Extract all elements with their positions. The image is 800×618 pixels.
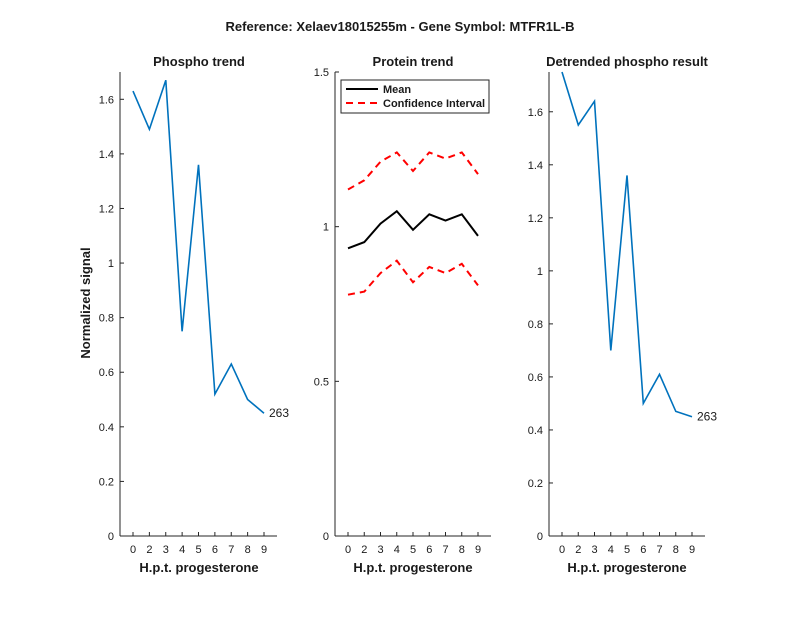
phospho-trend-x-tick-label: 3 — [163, 544, 169, 556]
protein-trend-x-tick-label: 9 — [475, 544, 481, 556]
protein-trend-x-tick-label: 6 — [426, 544, 432, 556]
phospho-trend-x-tick-label: 7 — [228, 544, 234, 556]
phospho-trend-panel: Phospho trend Normalized signal H.p.t. p… — [78, 54, 289, 575]
phospho-trend-y-tick-label: 1.6 — [99, 94, 114, 106]
detrended-phospho-x-tick-label: 2 — [575, 544, 581, 556]
detrended-phospho-x-tick-label: 4 — [608, 544, 614, 556]
phospho-trend-y-tick-label: 0.4 — [99, 422, 114, 434]
phospho-trend-y-tick-label: 0.8 — [99, 313, 114, 325]
protein-trend-legend: Mean Confidence Interval — [340, 79, 490, 114]
protein-trend-y-tick-label: 0 — [323, 531, 329, 543]
phospho-trend-annotation: 263 — [269, 406, 289, 420]
protein-trend-plot-area — [347, 151, 479, 296]
protein-trend-x-tick-label: 3 — [377, 544, 383, 556]
phospho-trend-y-tick-label: 1 — [108, 258, 114, 270]
detrended-phospho-x-tick-label: 3 — [591, 544, 597, 556]
protein-trend-xlabel: H.p.t. progesterone — [353, 560, 472, 575]
detrended-phospho-y-tick-label: 0.4 — [528, 425, 543, 437]
detrended-phospho-y-tick-label: 1.4 — [528, 160, 543, 172]
phospho-trend-plot-area — [132, 79, 265, 414]
phospho-trend-axes: 00.20.40.60.811.21.41.60 2 3 4 5 6 7 8 9 — [99, 72, 277, 556]
detrended-phospho-plot-area — [561, 71, 693, 418]
protein-trend-x-tick-label: 5 — [410, 544, 416, 556]
phospho-trend-y-tick-label: 0 — [108, 531, 114, 543]
phospho-trend-x-tick-label: 0 — [130, 544, 136, 556]
phospho-trend-x-tick-label: 2 — [146, 544, 152, 556]
phospho-trend-x-tick-label: 6 — [212, 544, 218, 556]
detrended-phospho-x-tick-label: 8 — [673, 544, 679, 556]
protein-trend-series-line-0 — [347, 209, 479, 250]
phospho-trend-title: Phospho trend — [153, 54, 245, 69]
detrended-phospho-x-tick-label: 0 — [559, 544, 565, 556]
phospho-trend-y-tick-label: 0.6 — [99, 367, 114, 379]
protein-trend-x-tick-label: 4 — [394, 544, 400, 556]
detrended-phospho-y-tick-label: 1.6 — [528, 107, 543, 119]
detrended-phospho-y-tick-label: 0 — [537, 531, 543, 543]
phospho-trend-x-tick-label: 5 — [195, 544, 201, 556]
detrended-phospho-x-tick-label: 9 — [689, 544, 695, 556]
detrended-phospho-annotation: 263 — [697, 410, 717, 424]
legend-label-ci: Confidence Interval — [383, 98, 485, 110]
phospho-trend-xlabel: H.p.t. progesterone — [139, 560, 258, 575]
detrended-phospho-x-tick-label: 6 — [640, 544, 646, 556]
phospho-trend-y-tick-label: 1.2 — [99, 203, 114, 215]
detrended-phospho-series-line-0 — [561, 71, 693, 418]
phospho-trend-x-tick-label: 4 — [179, 544, 185, 556]
detrended-phospho-y-tick-label: 0.2 — [528, 478, 543, 490]
protein-trend-x-tick-label: 7 — [442, 544, 448, 556]
protein-trend-x-tick-label: 2 — [361, 544, 367, 556]
protein-trend-series-line-2 — [347, 259, 479, 296]
detrended-phospho-xlabel: H.p.t. progesterone — [567, 560, 686, 575]
protein-trend-y-tick-label: 1 — [323, 222, 329, 234]
protein-trend-series-line-1 — [347, 151, 479, 191]
detrended-phospho-title: Detrended phospho result — [546, 54, 708, 69]
protein-trend-axes: 00.511.50 2 3 4 5 6 7 8 9 — [314, 67, 491, 556]
protein-trend-title: Protein trend — [373, 54, 454, 69]
detrended-phospho-axes: 00.20.40.60.811.21.41.60 2 3 4 5 6 7 8 9 — [528, 72, 705, 556]
phospho-trend-x-tick-label: 9 — [261, 544, 267, 556]
detrended-phospho-panel: Detrended phospho result H.p.t. progeste… — [528, 54, 718, 575]
detrended-phospho-y-tick-label: 0.6 — [528, 372, 543, 384]
protein-trend-y-tick-label: 0.5 — [314, 376, 329, 388]
legend-box — [340, 79, 490, 114]
phospho-trend-x-tick-label: 8 — [245, 544, 251, 556]
legend-label-mean: Mean — [383, 84, 411, 96]
detrended-phospho-x-tick-label: 5 — [624, 544, 630, 556]
detrended-phospho-y-tick-label: 1.2 — [528, 213, 543, 225]
phospho-trend-series-line-0 — [132, 79, 265, 414]
protein-trend-x-tick-label: 0 — [345, 544, 351, 556]
protein-trend-y-tick-label: 1.5 — [314, 67, 329, 79]
protein-trend-x-tick-label: 8 — [459, 544, 465, 556]
detrended-phospho-y-tick-label: 1 — [537, 266, 543, 278]
detrended-phospho-y-tick-label: 0.8 — [528, 319, 543, 331]
phospho-trend-y-tick-label: 0.2 — [99, 476, 114, 488]
phospho-trend-y-tick-label: 1.4 — [99, 149, 114, 161]
protein-trend-panel: Protein trend H.p.t. progesterone 0 0.5 1 1… — [314, 54, 491, 575]
figure-title: Reference: Xelaev18015255m - Gene Symbol… — [226, 19, 575, 34]
detrended-phospho-x-tick-label: 7 — [656, 544, 662, 556]
phospho-trend-ylabel: Normalized signal — [78, 247, 93, 358]
